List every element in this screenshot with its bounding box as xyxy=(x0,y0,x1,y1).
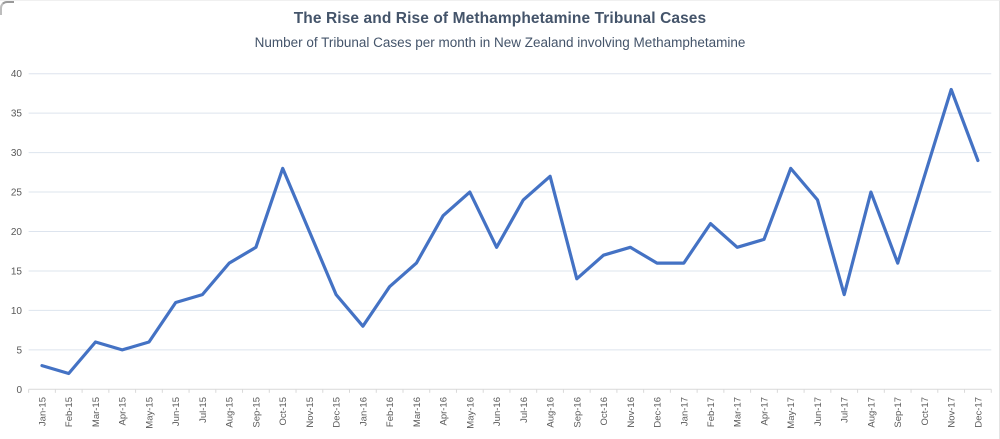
chart-subtitle: Number of Tribunal Cases per month in Ne… xyxy=(254,35,746,50)
y-axis-tick-label: 20 xyxy=(11,227,23,238)
x-axis-tick-label: Jul-15 xyxy=(198,397,209,423)
x-axis-tick-label: Aug-16 xyxy=(546,397,557,428)
x-axis-tick-label: Oct-15 xyxy=(278,397,289,426)
x-axis-tick-label: Aug-15 xyxy=(225,397,236,428)
x-axis-tick-label: Jan-16 xyxy=(358,397,369,426)
y-axis-tick-label: 30 xyxy=(11,148,23,159)
x-axis-tick-label: Dec-17 xyxy=(973,397,984,428)
y-axis-tick-label: 40 xyxy=(11,69,23,80)
x-axis-tick-label: Feb-16 xyxy=(385,397,396,427)
y-axis-tick-label: 10 xyxy=(11,306,23,317)
x-axis-tick-label: Mar-17 xyxy=(733,397,744,427)
x-axis-tick-label: Sep-15 xyxy=(251,397,262,428)
x-axis-tick-label: Mar-15 xyxy=(91,397,102,427)
y-axis-tick-label: 15 xyxy=(11,266,23,277)
x-axis-tick-label: Mar-16 xyxy=(412,397,423,427)
x-axis-tick-label: Jun-17 xyxy=(813,397,824,426)
x-axis-tick-label: Feb-15 xyxy=(64,397,75,427)
y-axis-tick-label: 0 xyxy=(16,385,22,396)
series-line xyxy=(40,87,980,376)
x-axis-tick-label: Nov-17 xyxy=(947,397,958,428)
x-axis-tick-label: Dec-16 xyxy=(653,397,664,428)
x-axis-tick-label: Jul-16 xyxy=(519,397,530,423)
y-axis-tick-label: 35 xyxy=(11,109,23,120)
y-axis-tick-label: 5 xyxy=(16,345,22,356)
x-axis-tick-label: Nov-16 xyxy=(626,397,637,428)
x-axis-tick-label: Feb-17 xyxy=(706,397,717,427)
x-axis-tick-label: Oct-17 xyxy=(920,397,931,426)
x-axis-tick-label: May-15 xyxy=(144,397,155,429)
y-axis-tick-label: 25 xyxy=(11,188,23,199)
x-axis-tick-label: Jan-15 xyxy=(38,397,49,426)
x-axis-tick-label: Jul-17 xyxy=(840,397,851,423)
x-axis-tick-label: Apr-17 xyxy=(759,397,770,426)
x-axis-tick-label: Apr-15 xyxy=(118,397,129,426)
x-axis-tick-label: Apr-16 xyxy=(439,397,450,426)
x-axis-tick-label: Jun-16 xyxy=(492,397,503,426)
x-axis-tick-label: May-16 xyxy=(465,397,476,429)
x-axis-tick-label: Dec-15 xyxy=(332,397,343,428)
x-axis-tick-label: Nov-15 xyxy=(305,397,316,428)
chart-title: The Rise and Rise of Methamphetamine Tri… xyxy=(293,10,707,27)
x-axis-tick-label: Sep-17 xyxy=(893,397,904,428)
x-axis-tick-label: Aug-17 xyxy=(866,397,877,428)
x-axis-tick-label: Oct-16 xyxy=(599,397,610,426)
x-axis-tick-label: Jan-17 xyxy=(679,397,690,426)
x-axis-tick-label: Sep-16 xyxy=(572,397,583,428)
x-axis-tick-label: Jun-15 xyxy=(171,397,182,426)
x-axis-tick-label: May-17 xyxy=(786,397,797,429)
